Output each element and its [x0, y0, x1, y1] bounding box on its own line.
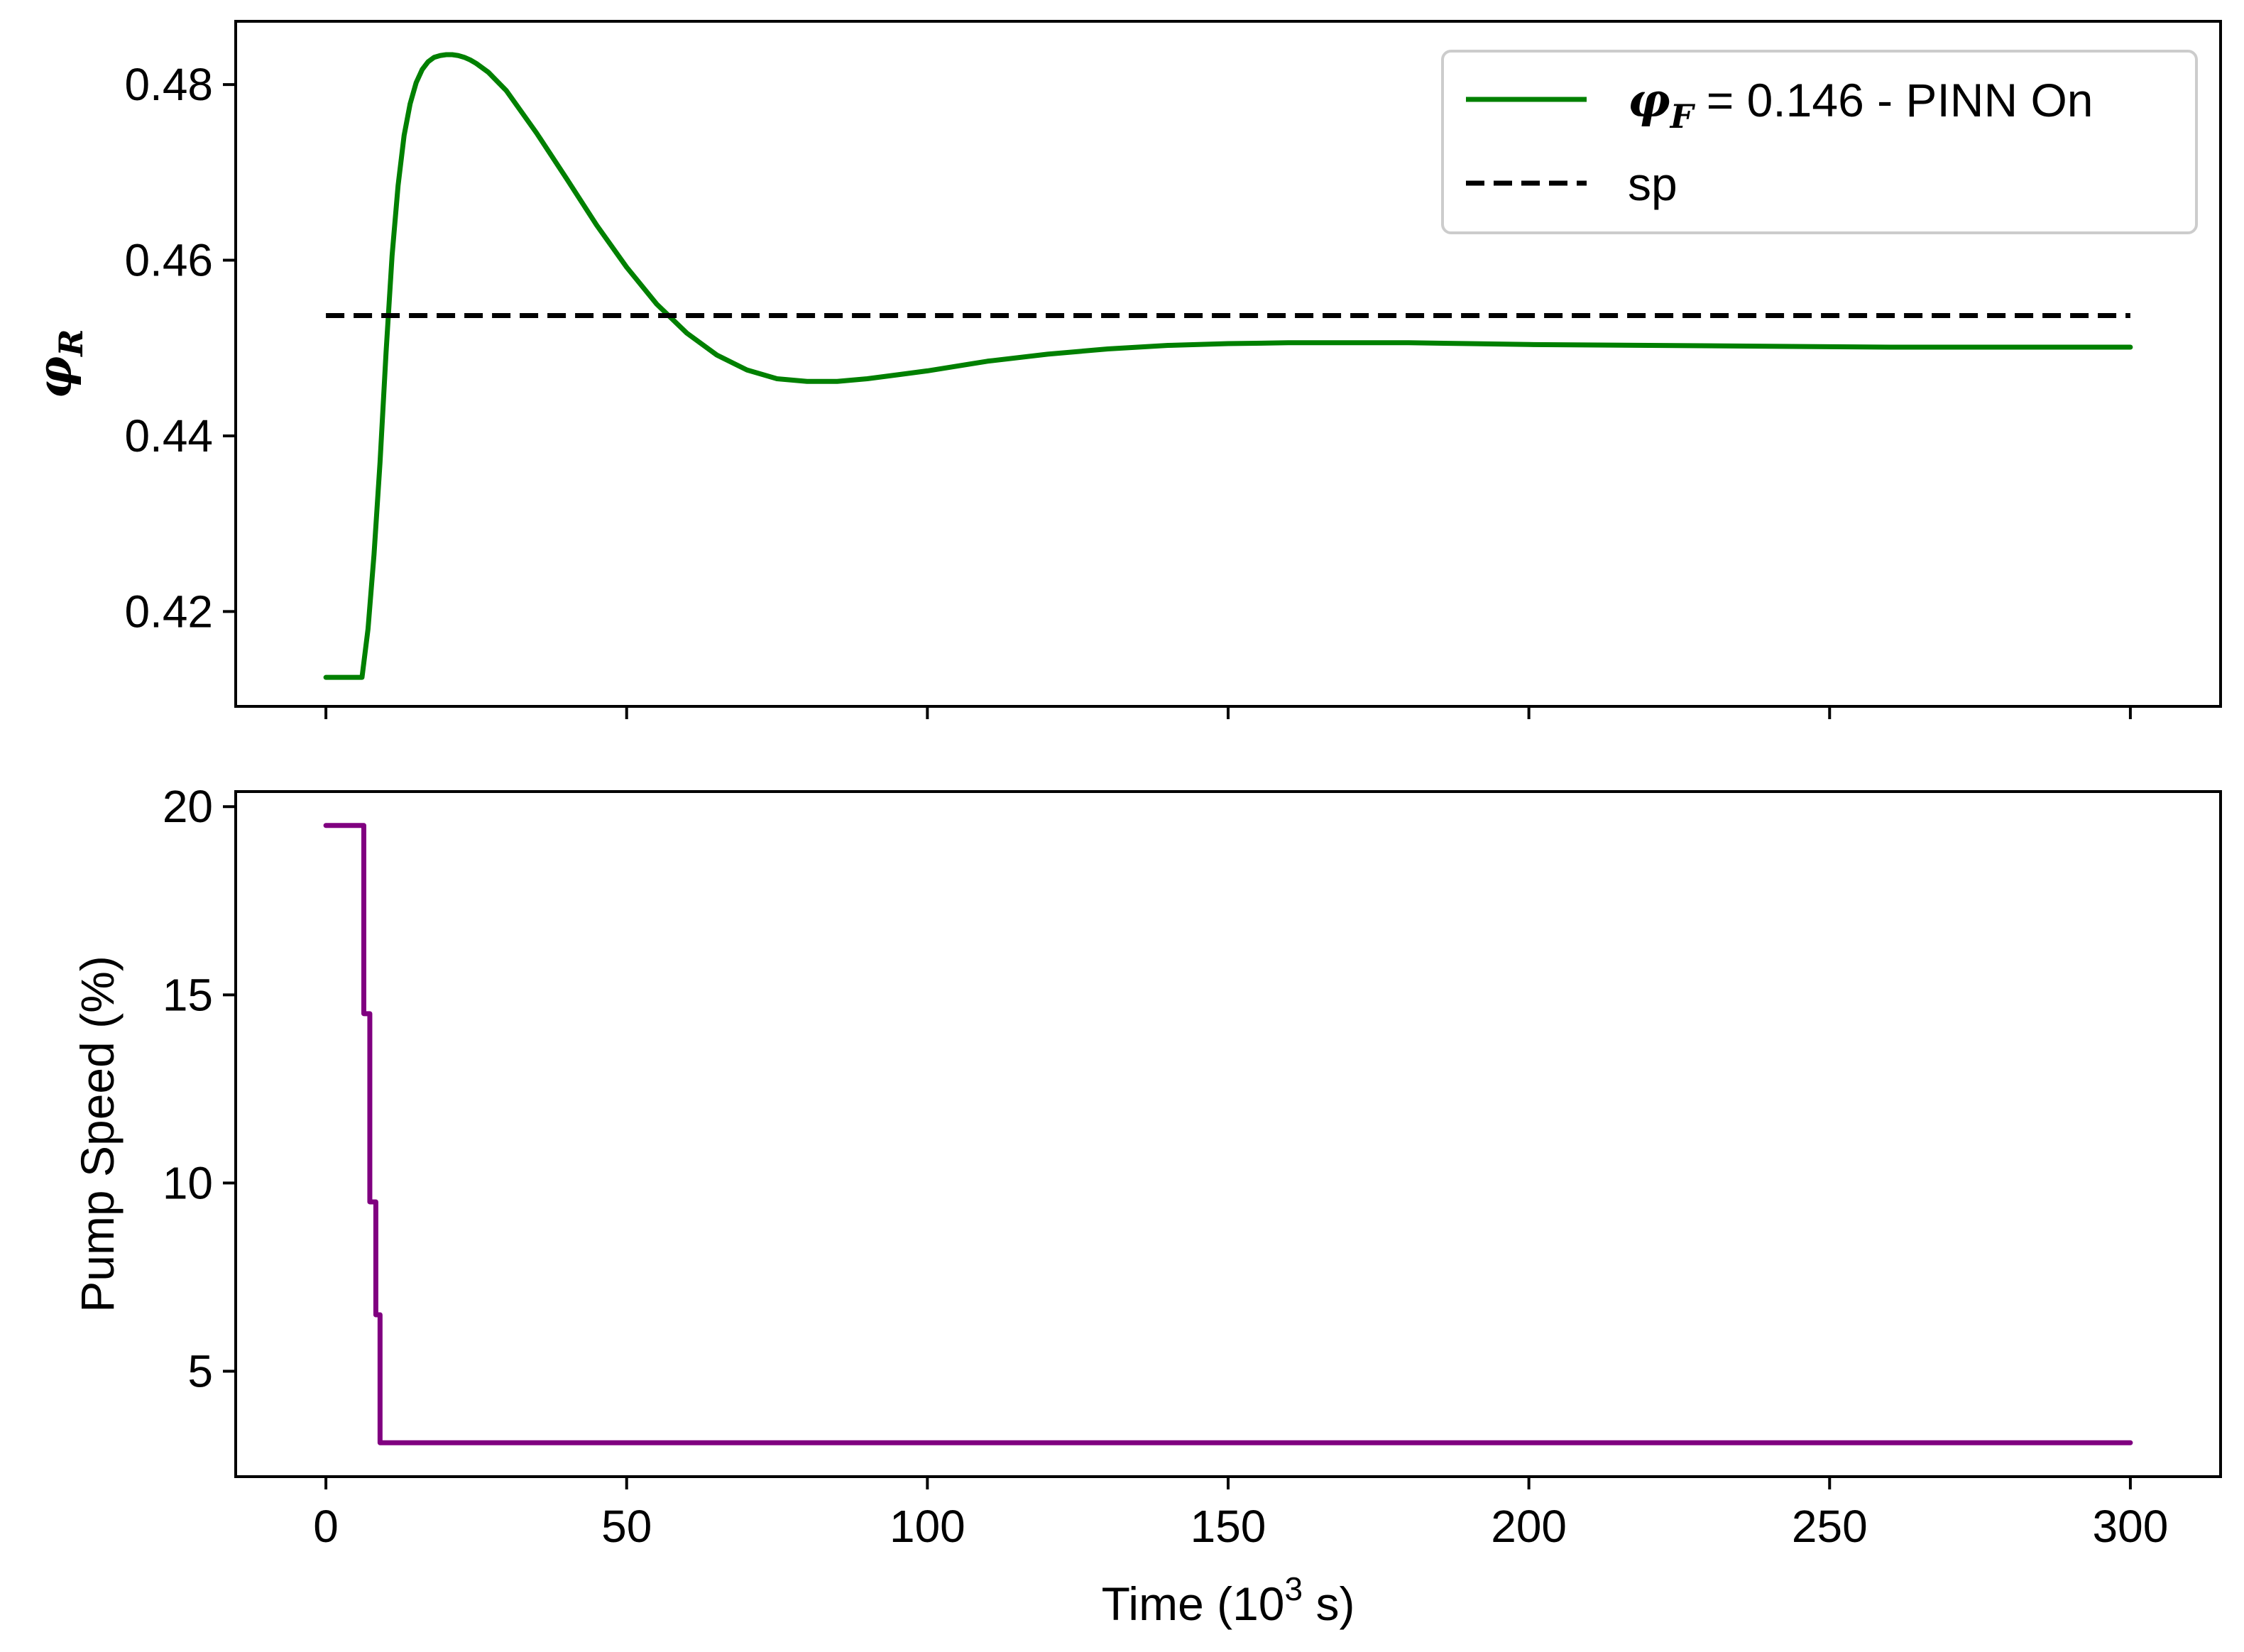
x-tick-label: 300 [2093, 1501, 2169, 1552]
x-tick-label: 250 [1792, 1501, 1868, 1552]
y-tick-label: 20 [163, 781, 213, 832]
legend-label-sp: sp [1628, 158, 1677, 210]
y-tick-label: 0.46 [124, 235, 213, 286]
legend-label-phi-f: φF = 0.146 - PINN On [1628, 72, 2094, 136]
legend-box [1441, 50, 2198, 234]
x-tick-label: 0 [313, 1501, 339, 1552]
x-label-superscript: 3 [1285, 1570, 1303, 1607]
legend: φF = 0.146 - PINN On sp [1441, 50, 2198, 234]
math-subscript: F [1669, 97, 1696, 136]
y-axis-label: Pump Speed (%) [71, 956, 124, 1313]
x-label-text: Time (10 [1102, 1577, 1285, 1630]
y-tick-label: 10 [163, 1157, 213, 1208]
x-tick-label: 200 [1491, 1501, 1567, 1552]
x-tick-label: 50 [601, 1501, 652, 1552]
math-subscript: R [52, 329, 90, 358]
x-tick-label: 100 [890, 1501, 965, 1552]
y-tick-label: 5 [187, 1346, 213, 1397]
y-tick-label: 0.44 [124, 410, 213, 461]
x-label-tail: s) [1303, 1577, 1354, 1630]
y-tick-label: 0.48 [124, 59, 213, 110]
x-tick-label: 150 [1191, 1501, 1266, 1552]
y-tick-label: 0.42 [124, 586, 213, 637]
math-symbol: φ [1628, 72, 1670, 128]
pump-speed-series-line [323, 823, 2133, 1445]
y-axis-label: φR [27, 329, 90, 399]
math-symbol: φ [27, 356, 82, 399]
plot-frame [234, 790, 2222, 1478]
label-text: = 0.146 - PINN On [1693, 74, 2093, 126]
x-axis-label: Time (103 s) [1102, 1570, 1355, 1630]
y-tick-label: 15 [163, 969, 213, 1020]
phi-r-series-line [323, 52, 2133, 680]
